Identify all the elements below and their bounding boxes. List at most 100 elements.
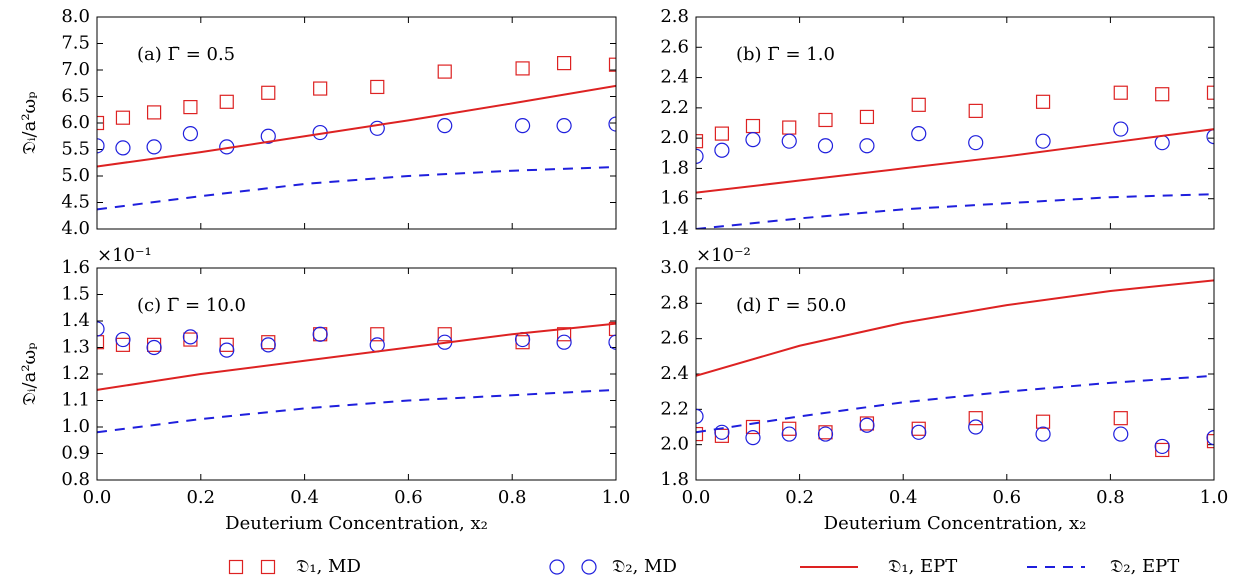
y-tick-label: 8.0 xyxy=(61,6,90,27)
plot-area xyxy=(696,85,1214,229)
circle-marker xyxy=(97,321,105,337)
circle-marker xyxy=(312,326,328,342)
circle-marker xyxy=(182,329,199,345)
x-tick-label: 0.2 xyxy=(186,487,215,508)
square-marker xyxy=(437,64,452,79)
y-axis-label: 𝔇ᵢ/a²ωₚ xyxy=(19,92,40,155)
x-tick-label: 1.0 xyxy=(1200,487,1229,508)
y-tick-label: 4.0 xyxy=(61,218,90,239)
square-marker xyxy=(859,416,875,431)
circle-marker xyxy=(260,337,276,353)
circle-marker xyxy=(146,339,162,356)
square-marker xyxy=(261,85,276,100)
square-marker xyxy=(696,134,704,149)
legend-label: 𝔇₂, MD xyxy=(612,556,677,577)
square-marker xyxy=(1113,85,1128,100)
y-tick-label: 2.0 xyxy=(660,434,689,455)
circle-marker xyxy=(781,426,797,442)
y-tick-label: 5.5 xyxy=(61,139,90,160)
circle-marker xyxy=(714,424,730,440)
square-marker xyxy=(818,112,833,128)
square-marker xyxy=(608,57,616,72)
y-tick-label: 0.9 xyxy=(61,443,90,464)
x-tick-label: 0.6 xyxy=(394,487,423,508)
legend-label: 𝔇₂, EPT xyxy=(1110,556,1179,577)
y-tick-label: 2.8 xyxy=(660,6,689,27)
square-marker xyxy=(859,109,875,125)
panel-label: (a) Γ̄ = 0.5 xyxy=(137,44,235,65)
circle-marker xyxy=(97,138,105,154)
circle-marker xyxy=(714,142,730,158)
y-tick-label: 1.3 xyxy=(61,337,90,358)
circle-marker xyxy=(1035,133,1051,149)
y-tick-label: 5.0 xyxy=(61,165,90,186)
y-tick-label: 4.5 xyxy=(61,192,90,213)
circle-marker xyxy=(1206,430,1214,446)
square-marker xyxy=(818,425,833,440)
y-tick-label: 7.5 xyxy=(61,33,90,54)
legend-square xyxy=(260,559,276,575)
circle-marker xyxy=(745,430,761,446)
square-marker xyxy=(745,118,761,134)
square-marker xyxy=(556,327,572,342)
y-tick-label: 6.0 xyxy=(61,112,90,133)
circle-marker xyxy=(260,128,276,144)
square-marker xyxy=(115,110,131,125)
circle-marker xyxy=(911,126,927,142)
x-tick-label: 0.2 xyxy=(785,487,814,508)
square-marker xyxy=(1035,94,1051,109)
panel-label: (b) Γ̄ = 1.0 xyxy=(736,44,835,65)
circle-marker xyxy=(369,337,385,353)
x-tick-label: 0.0 xyxy=(83,487,112,508)
line xyxy=(696,374,1214,434)
circle-marker xyxy=(1154,135,1170,151)
circle-marker xyxy=(1154,438,1170,455)
y-tick-label: 7.0 xyxy=(61,59,90,80)
x-axis-label: Deuterium Concentration, x₂ xyxy=(824,513,1087,534)
y-tick-label: 1.8 xyxy=(660,157,689,178)
circle-marker xyxy=(911,424,927,440)
line xyxy=(97,165,616,211)
x-tick-label: 1.0 xyxy=(602,487,631,508)
circle-marker xyxy=(968,419,984,435)
x-tick-label: 0.8 xyxy=(1096,487,1125,508)
square-marker xyxy=(313,81,328,96)
x-axis-label: Deuterium Concentration, x₂ xyxy=(225,513,488,534)
square-marker xyxy=(911,421,926,436)
plot-area xyxy=(97,56,616,211)
circle-marker xyxy=(556,334,572,350)
circle-marker xyxy=(817,138,834,154)
circle-marker xyxy=(514,118,531,134)
y-axis-label: 𝔇ᵢ/a²ωₚ xyxy=(19,343,40,406)
y-tick-label: 2.6 xyxy=(660,328,689,349)
y-tick-label: 2.4 xyxy=(660,67,689,88)
line xyxy=(97,388,616,434)
y-tick-label: 1.6 xyxy=(660,188,689,209)
y-tick-label: 1.8 xyxy=(660,469,689,490)
square-marker xyxy=(146,105,162,120)
square-marker xyxy=(1035,414,1051,429)
offset-text: ×10⁻² xyxy=(696,245,751,266)
circle-marker xyxy=(968,135,984,151)
legend-circle xyxy=(581,559,597,575)
y-tick-label: 2.0 xyxy=(660,127,689,148)
square-marker xyxy=(370,327,385,342)
circle-marker xyxy=(115,331,131,348)
y-tick-label: 1.4 xyxy=(660,218,689,239)
square-marker xyxy=(911,97,926,112)
square-marker xyxy=(968,411,983,426)
line xyxy=(696,193,1214,229)
x-tick-label: 0.0 xyxy=(682,487,711,508)
axes-frame xyxy=(96,267,617,481)
circle-marker xyxy=(781,133,797,149)
square-marker xyxy=(97,335,105,350)
y-tick-label: 1.2 xyxy=(61,363,90,384)
square-marker xyxy=(968,103,983,118)
plot-area xyxy=(696,279,1214,458)
line xyxy=(97,84,616,168)
circle-marker xyxy=(817,426,834,442)
circle-marker xyxy=(608,116,616,132)
y-tick-label: 0.8 xyxy=(61,469,90,490)
circle-marker xyxy=(745,132,761,148)
